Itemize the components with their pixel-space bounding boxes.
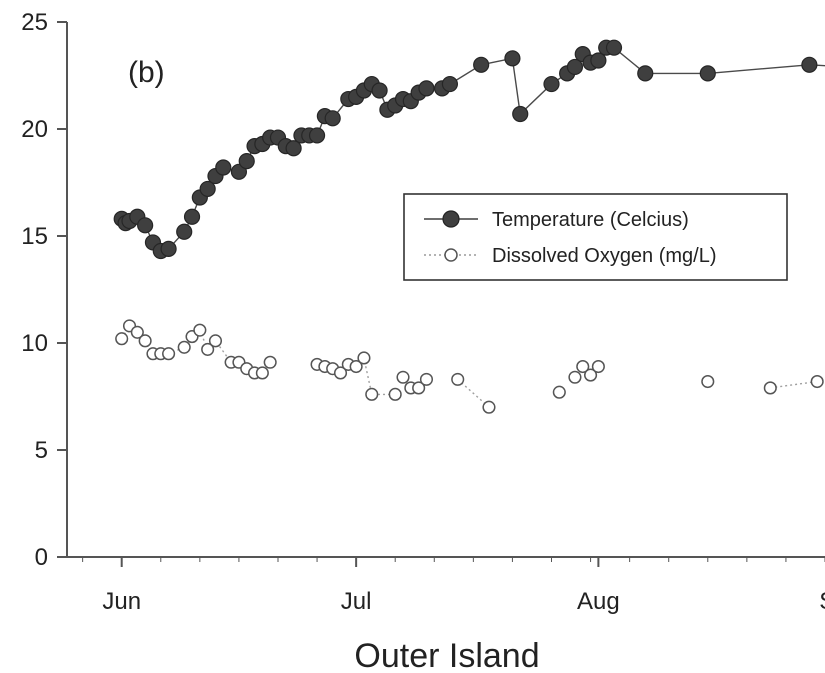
- temperature-point: [590, 52, 607, 69]
- y-tick-label: 0: [35, 544, 48, 571]
- axes: 0 5 10 15 20 25 Jun Jul Aug Sep: [21, 9, 825, 615]
- oxygen-point: [701, 374, 715, 389]
- oxygen-line: [770, 380, 818, 389]
- x-tick-label: Aug: [577, 588, 620, 615]
- temperature-point: [324, 110, 341, 127]
- temperature-point: [504, 50, 521, 67]
- panel-label: (b): [128, 56, 165, 89]
- temperature-point: [160, 240, 177, 257]
- oxygen-point: [412, 381, 426, 395]
- temperature-point: [637, 65, 654, 82]
- oxygen-point: [130, 325, 144, 339]
- legend-temperature-label: Temperature (Celcius): [492, 209, 689, 231]
- temperature-point: [418, 80, 435, 97]
- series-points: [113, 39, 824, 414]
- temperature-point: [605, 39, 623, 56]
- oxygen-point: [263, 355, 277, 369]
- y-tick-label: 15: [21, 223, 48, 250]
- oxygen-point: [333, 366, 348, 380]
- legend-oxygen-marker: [444, 248, 458, 262]
- temperature-point: [238, 153, 255, 170]
- oxygen-point: [388, 387, 402, 401]
- legend-box: [403, 193, 788, 281]
- x-axis-title: Outer Island: [354, 637, 539, 673]
- temperature-point: [176, 223, 193, 240]
- y-tick-label: 10: [21, 330, 48, 357]
- temperature-point: [285, 140, 302, 157]
- oxygen-point: [115, 332, 129, 346]
- oxygen-point: [810, 374, 824, 389]
- oxygen-line: [457, 378, 490, 408]
- temperature-point: [699, 65, 716, 82]
- temperature-point: [512, 105, 529, 123]
- oxygen-point: [576, 359, 590, 374]
- temperature-point: [473, 56, 490, 73]
- temperature-point: [801, 56, 818, 73]
- legend: Temperature (Celcius) Dissolved Oxygen (…: [403, 193, 788, 281]
- temperature-point: [308, 127, 326, 144]
- oxygen-point: [482, 400, 496, 414]
- temperature-point: [371, 82, 388, 99]
- x-tick-label: Jul: [341, 588, 372, 615]
- legend-temperature-marker: [442, 210, 460, 228]
- oxygen-point: [419, 372, 434, 386]
- y-tick-label: 5: [35, 437, 48, 464]
- y-tick-label: 20: [21, 116, 48, 143]
- legend-oxygen-label: Dissolved Oxygen (mg/L): [492, 245, 717, 267]
- temperature-point: [566, 58, 584, 76]
- oxygen-point: [568, 370, 582, 384]
- oxygen-point: [552, 385, 566, 399]
- temperature-point: [199, 180, 216, 198]
- oxygen-point: [208, 334, 223, 348]
- oxygen-point: [763, 381, 777, 395]
- temperature-point: [137, 217, 154, 234]
- x-tick-label: Jun: [102, 588, 141, 615]
- oxygen-point: [177, 340, 191, 354]
- temperature-point: [183, 208, 201, 225]
- oxygen-point: [357, 351, 371, 365]
- y-tick-label: 25: [21, 9, 48, 36]
- temperature-point: [543, 75, 560, 93]
- x-tick-label: Sep: [819, 588, 825, 615]
- oxygen-point: [255, 366, 269, 380]
- oxygen-point: [451, 372, 465, 386]
- temperature-point: [215, 159, 232, 176]
- oxygen-point: [162, 347, 176, 361]
- oxygen-point: [193, 323, 207, 337]
- oxygen-point: [138, 334, 152, 348]
- oxygen-point: [349, 359, 363, 374]
- oxygen-point: [396, 370, 410, 384]
- oxygen-point: [591, 359, 605, 374]
- temperature-point: [441, 75, 459, 93]
- oxygen-point: [365, 387, 379, 401]
- oxygen-point: [584, 368, 598, 382]
- oxygen-point: [201, 342, 215, 356]
